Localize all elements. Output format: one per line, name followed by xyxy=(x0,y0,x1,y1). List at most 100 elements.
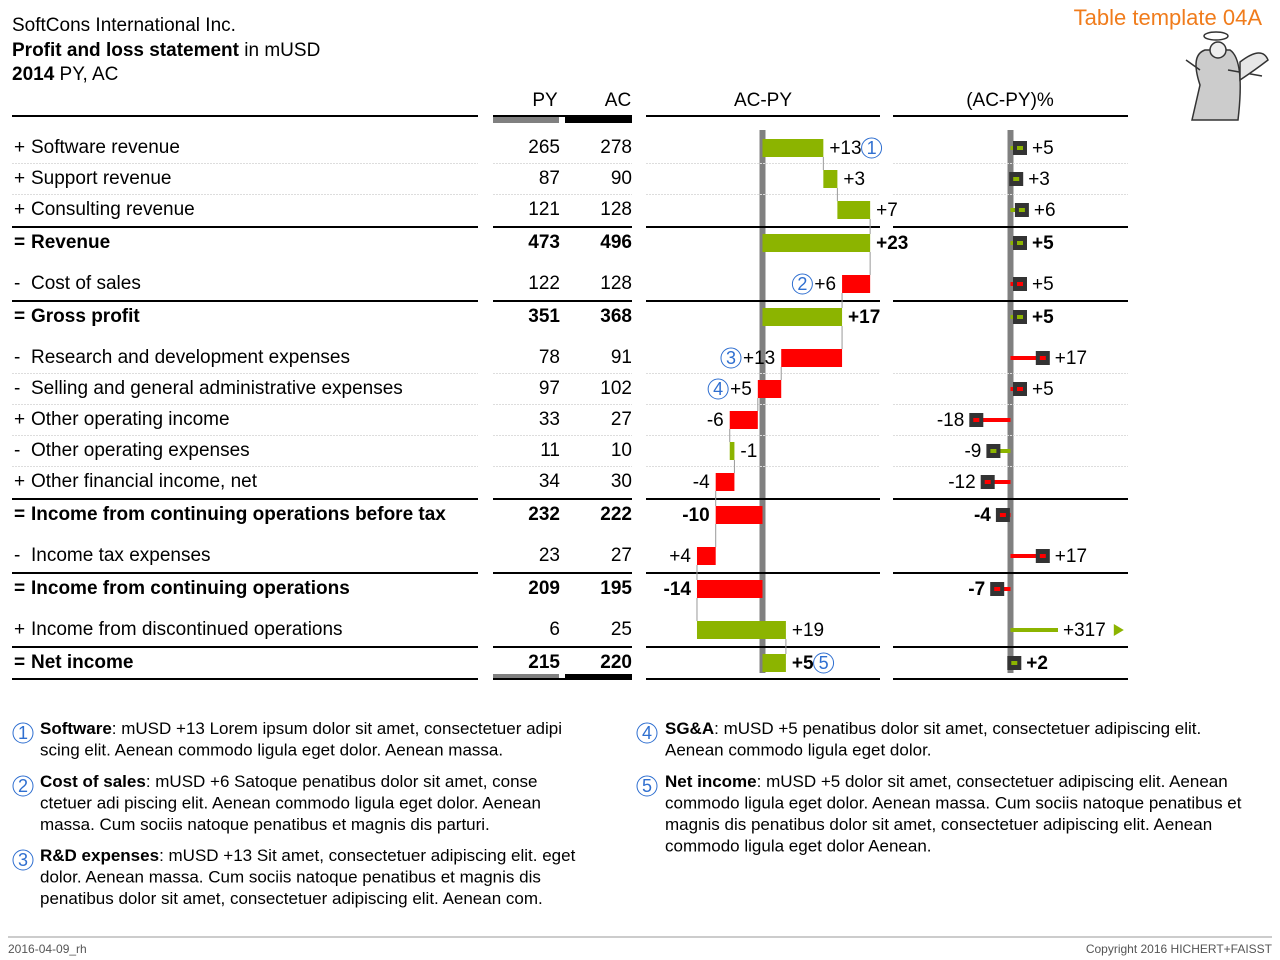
delta-bar xyxy=(823,170,838,188)
ac-value: 278 xyxy=(600,137,632,158)
row-label: Support revenue xyxy=(31,168,172,189)
note-marker-number: 2 xyxy=(797,274,807,294)
note-marker-number: 4 xyxy=(713,379,723,399)
title-bold: Profit and loss statement xyxy=(12,40,240,61)
row-label: Gross profit xyxy=(31,306,140,327)
bottom-rule xyxy=(646,678,880,680)
delta-bar xyxy=(837,201,871,219)
note-line: massa. Cum sociis natoque penatibus et m… xyxy=(40,815,490,834)
note-line: Software: mUSD +13 Lorem ipsum dolor sit… xyxy=(40,719,562,738)
pct-label: +2 xyxy=(1026,653,1048,674)
note-text: Aenean commodo ligula eget dolor. xyxy=(665,741,932,760)
note-text: dolor. Aenean massa. Cum sociis natoque … xyxy=(40,868,541,887)
delta-label: +7 xyxy=(876,200,898,221)
pct-marker-core xyxy=(999,513,1006,517)
note-line: R&D expenses: mUSD +13 Sit amet, consect… xyxy=(40,846,576,865)
py-value: 23 xyxy=(539,545,560,566)
note-line: magnis dis penatibus dolor sit amet, con… xyxy=(665,815,1212,834)
ac-value: 27 xyxy=(611,409,632,430)
angel xyxy=(1185,31,1269,121)
delta-label: -14 xyxy=(664,579,692,600)
ac-value: 30 xyxy=(611,471,632,492)
py-value: 33 xyxy=(539,409,560,430)
delta-bar xyxy=(715,473,735,491)
scenario: PY, AC xyxy=(54,64,118,85)
note-line: Cost of sales: mUSD +6 Satoque penatibus… xyxy=(40,772,538,791)
row-operator: - xyxy=(14,347,20,368)
note-line: Net income: mUSD +5 dolor sit amet, cons… xyxy=(665,772,1228,791)
delta-bar xyxy=(842,275,871,293)
row-operator: + xyxy=(14,409,25,430)
note-line: penatibus dolor sit amet, consectetuer a… xyxy=(40,889,543,908)
pct-marker-core xyxy=(1039,554,1046,558)
note-line: commodo ligula eget dolor. Aenean massa.… xyxy=(665,794,1242,813)
delta-label: +17 xyxy=(848,307,880,328)
bottom-rule xyxy=(493,678,632,680)
note-line: commodo ligula eget dolor Aenean. xyxy=(665,837,932,856)
year: 2014 xyxy=(12,64,55,85)
delta-bar xyxy=(696,547,716,565)
footer-date: 2016-04-09_rh xyxy=(8,942,87,956)
note-line: ctetuer adi piscing elit. Aenean commodo… xyxy=(40,794,541,813)
note-title: Cost of sales xyxy=(40,772,146,791)
note-marker xyxy=(636,722,658,744)
py-value: 122 xyxy=(528,273,560,294)
row-label: Income from continuing operations before… xyxy=(31,504,446,525)
template-label: Table template 04A xyxy=(1074,5,1263,30)
py-value: 121 xyxy=(528,199,560,220)
ac-value: 27 xyxy=(611,545,632,566)
pct-label: +5 xyxy=(1032,379,1054,400)
delta-bar xyxy=(762,654,786,672)
py-value: 97 xyxy=(539,378,560,399)
delta-label: +23 xyxy=(876,233,908,254)
note-title: R&D expenses xyxy=(40,846,159,865)
note-title: Software xyxy=(40,719,112,738)
total-rule xyxy=(12,226,478,228)
ac-value: 10 xyxy=(611,440,632,461)
ac-value: 128 xyxy=(600,273,632,294)
pct-marker-core xyxy=(973,418,980,422)
pct-label: -18 xyxy=(937,410,964,431)
row-operator: = xyxy=(14,306,25,327)
ac-value: 195 xyxy=(600,578,632,599)
total-rule xyxy=(493,226,632,228)
pct-label: +5 xyxy=(1032,138,1054,159)
delta-label: +4 xyxy=(669,546,691,567)
ac-value: 102 xyxy=(600,378,632,399)
row-label: Cost of sales xyxy=(31,273,141,294)
pct-label: +17 xyxy=(1055,546,1087,567)
total-rule xyxy=(893,572,1128,574)
delta-label: -4 xyxy=(693,472,710,493)
py-value: 265 xyxy=(528,137,560,158)
note-marker xyxy=(12,775,34,797)
delta-bar xyxy=(729,411,758,429)
delta-bar xyxy=(781,349,843,367)
pct-label: -4 xyxy=(974,505,991,526)
row-operator: = xyxy=(14,578,25,599)
pct-marker-core xyxy=(1017,241,1023,245)
note-marker-number: 4 xyxy=(642,723,652,743)
pct-label: +6 xyxy=(1034,200,1056,221)
ac-value: 496 xyxy=(600,232,632,253)
row-operator: = xyxy=(14,504,25,525)
pct-marker-core xyxy=(1013,177,1020,181)
bottom-rule xyxy=(12,678,478,680)
pct-label: +3 xyxy=(1028,169,1050,190)
py-value: 78 xyxy=(539,347,560,368)
py-value: 232 xyxy=(528,504,560,525)
delta-bar xyxy=(729,442,735,460)
delta-bar xyxy=(762,139,824,157)
note-marker xyxy=(861,137,883,159)
delta-label: -10 xyxy=(682,505,709,526)
ac-value: 90 xyxy=(611,168,632,189)
note-marker-number: 1 xyxy=(18,723,28,743)
total-rule xyxy=(646,498,880,500)
total-rule xyxy=(493,498,632,500)
row-operator: = xyxy=(14,232,25,253)
note-text: : mUSD +13 Lorem ipsum dolor sit amet, c… xyxy=(112,719,562,738)
delta-label: -1 xyxy=(740,441,757,462)
ac-value: 220 xyxy=(600,652,632,673)
ac-value: 91 xyxy=(611,347,632,368)
ac-value: 128 xyxy=(600,199,632,220)
row-label: Other operating income xyxy=(31,409,230,430)
